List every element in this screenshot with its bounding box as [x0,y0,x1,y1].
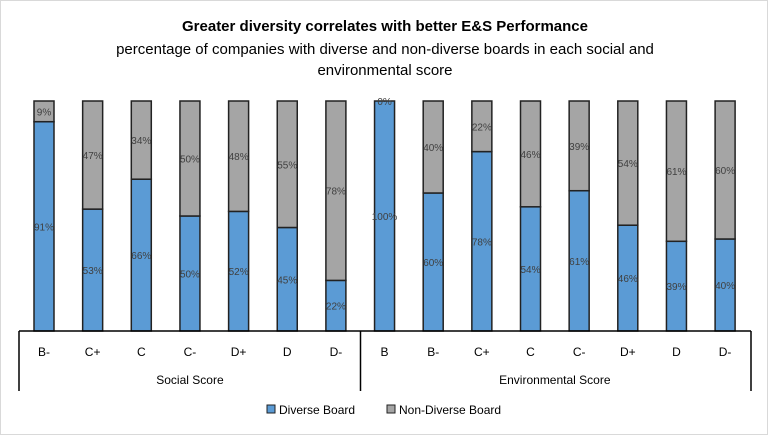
category-label: D [672,345,681,359]
data-label-non-diverse: 9% [37,107,52,118]
category-label: C+ [474,345,490,359]
bar-non-diverse [179,100,201,217]
bar-non-diverse [130,100,153,180]
group-label: Environmental Score [499,373,611,387]
data-label-diverse: 39% [666,282,686,293]
category-label: C [137,345,146,359]
data-label-diverse: 78% [472,237,492,248]
bar-non-diverse [227,100,250,213]
category-label: B- [38,345,50,359]
data-label-diverse: 100% [372,212,398,223]
chart-title: Greater diversity correlates with better… [182,18,588,35]
data-label-non-diverse: 0% [377,97,392,108]
bar-non-diverse [471,100,493,153]
bar-non-diverse [422,100,444,194]
data-label-diverse: 54% [520,265,540,276]
data-label-diverse: 46% [618,274,638,285]
data-label-non-diverse: 78% [326,187,346,198]
data-label-non-diverse: 55% [277,160,297,171]
data-label-diverse: 45% [277,275,297,286]
bar-non-diverse [617,100,639,226]
bar-non-diverse [665,100,688,243]
data-label-diverse: 66% [131,251,151,262]
bar-non-diverse [276,100,298,229]
category-label: C- [184,345,197,359]
data-label-non-diverse: 61% [666,167,686,178]
data-label-non-diverse: 46% [520,150,540,161]
data-label-diverse: 60% [423,258,443,269]
bar-non-diverse [714,100,736,240]
bar-non-diverse [33,100,55,123]
data-label-non-diverse: 40% [423,143,443,154]
data-label-non-diverse: 47% [83,151,103,162]
data-label-diverse: 91% [34,222,54,233]
data-label-non-diverse: 48% [229,152,249,163]
data-label-non-diverse: 54% [618,159,638,170]
legend-label: Diverse Board [279,403,355,417]
data-label-diverse: 50% [180,270,200,281]
bar-non-diverse [568,100,590,192]
category-label: D- [719,345,732,359]
category-label: C- [573,345,586,359]
chart-subtitle-2: environmental score [317,62,452,79]
group-label: Social Score [156,373,224,387]
category-label: D+ [620,345,636,359]
category-label: C [526,345,535,359]
data-label-diverse: 61% [569,257,589,268]
category-label: D- [330,345,343,359]
category-label: B- [427,345,439,359]
data-label-non-diverse: 34% [131,136,151,147]
legend-label: Non-Diverse Board [399,403,501,417]
data-label-non-diverse: 60% [715,166,735,177]
bar-non-diverse [519,100,542,208]
category-label: C+ [85,345,101,359]
bar-non-diverse [325,100,347,282]
data-label-non-diverse: 39% [569,142,589,153]
category-label: D+ [231,345,247,359]
category-label: B [381,345,389,359]
data-label-non-diverse: 50% [180,155,200,166]
data-label-diverse: 22% [326,302,346,313]
category-label: D [283,345,292,359]
bar-non-diverse [81,100,104,210]
data-label-diverse: 53% [83,266,103,277]
legend-swatch [266,404,276,414]
data-label-non-diverse: 22% [472,122,492,133]
chart-subtitle-1: percentage of companies with diverse and… [116,41,654,58]
data-label-diverse: 52% [229,267,249,278]
legend-swatch [386,404,396,414]
data-label-diverse: 40% [715,281,735,292]
